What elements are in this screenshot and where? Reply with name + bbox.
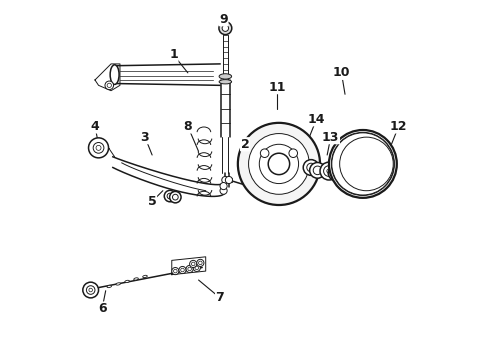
Circle shape: [303, 159, 319, 175]
Circle shape: [331, 168, 341, 177]
Circle shape: [328, 165, 344, 181]
Ellipse shape: [134, 278, 138, 280]
Circle shape: [222, 176, 229, 184]
Circle shape: [313, 166, 322, 175]
Text: 6: 6: [98, 302, 106, 315]
Circle shape: [83, 282, 98, 298]
Circle shape: [340, 137, 393, 191]
Text: 10: 10: [333, 66, 350, 79]
Text: 13: 13: [322, 131, 340, 144]
Circle shape: [198, 261, 202, 265]
Circle shape: [373, 157, 379, 163]
Text: 1: 1: [169, 49, 178, 62]
Circle shape: [197, 259, 204, 266]
Circle shape: [323, 166, 334, 176]
Circle shape: [164, 190, 176, 202]
Circle shape: [248, 134, 309, 194]
Circle shape: [220, 187, 227, 194]
Circle shape: [170, 192, 181, 203]
Circle shape: [320, 162, 338, 180]
Ellipse shape: [219, 80, 232, 84]
Text: 9: 9: [219, 13, 228, 26]
Ellipse shape: [110, 65, 119, 85]
Circle shape: [167, 193, 173, 199]
Text: 11: 11: [269, 81, 286, 94]
Circle shape: [186, 265, 193, 273]
Circle shape: [310, 162, 325, 178]
Circle shape: [289, 149, 297, 157]
Circle shape: [179, 266, 186, 274]
Text: 8: 8: [184, 120, 192, 133]
Text: 4: 4: [91, 120, 99, 133]
Circle shape: [172, 194, 178, 200]
Circle shape: [354, 155, 372, 173]
Circle shape: [327, 169, 331, 173]
Text: 12: 12: [390, 120, 407, 133]
Ellipse shape: [143, 275, 147, 278]
Text: 3: 3: [141, 131, 149, 144]
Circle shape: [225, 176, 232, 184]
Circle shape: [105, 81, 114, 90]
Text: 14: 14: [308, 113, 325, 126]
Circle shape: [181, 268, 184, 272]
Ellipse shape: [125, 280, 129, 283]
Circle shape: [96, 145, 101, 150]
Text: 7: 7: [216, 291, 224, 305]
Circle shape: [260, 149, 269, 157]
Ellipse shape: [107, 285, 112, 288]
Circle shape: [86, 286, 95, 294]
Circle shape: [195, 266, 198, 270]
Circle shape: [368, 172, 374, 178]
Circle shape: [222, 25, 228, 31]
Circle shape: [193, 264, 200, 271]
Ellipse shape: [116, 283, 121, 285]
Circle shape: [307, 163, 316, 172]
Circle shape: [188, 267, 192, 271]
Circle shape: [172, 267, 179, 275]
Circle shape: [268, 153, 290, 175]
Circle shape: [173, 269, 177, 273]
Circle shape: [332, 133, 394, 195]
Circle shape: [107, 83, 111, 87]
Ellipse shape: [219, 74, 232, 79]
Circle shape: [220, 183, 227, 190]
Circle shape: [89, 288, 93, 292]
Circle shape: [359, 160, 367, 167]
Circle shape: [347, 157, 353, 163]
Circle shape: [352, 172, 358, 178]
Circle shape: [219, 22, 232, 35]
Circle shape: [89, 138, 109, 158]
Text: 5: 5: [148, 195, 156, 208]
Circle shape: [345, 146, 381, 182]
Circle shape: [360, 148, 366, 153]
Circle shape: [93, 143, 104, 153]
Text: 2: 2: [241, 138, 249, 151]
Circle shape: [259, 144, 298, 184]
Circle shape: [192, 262, 195, 266]
Circle shape: [190, 260, 197, 267]
Circle shape: [238, 123, 320, 205]
Circle shape: [329, 130, 397, 198]
